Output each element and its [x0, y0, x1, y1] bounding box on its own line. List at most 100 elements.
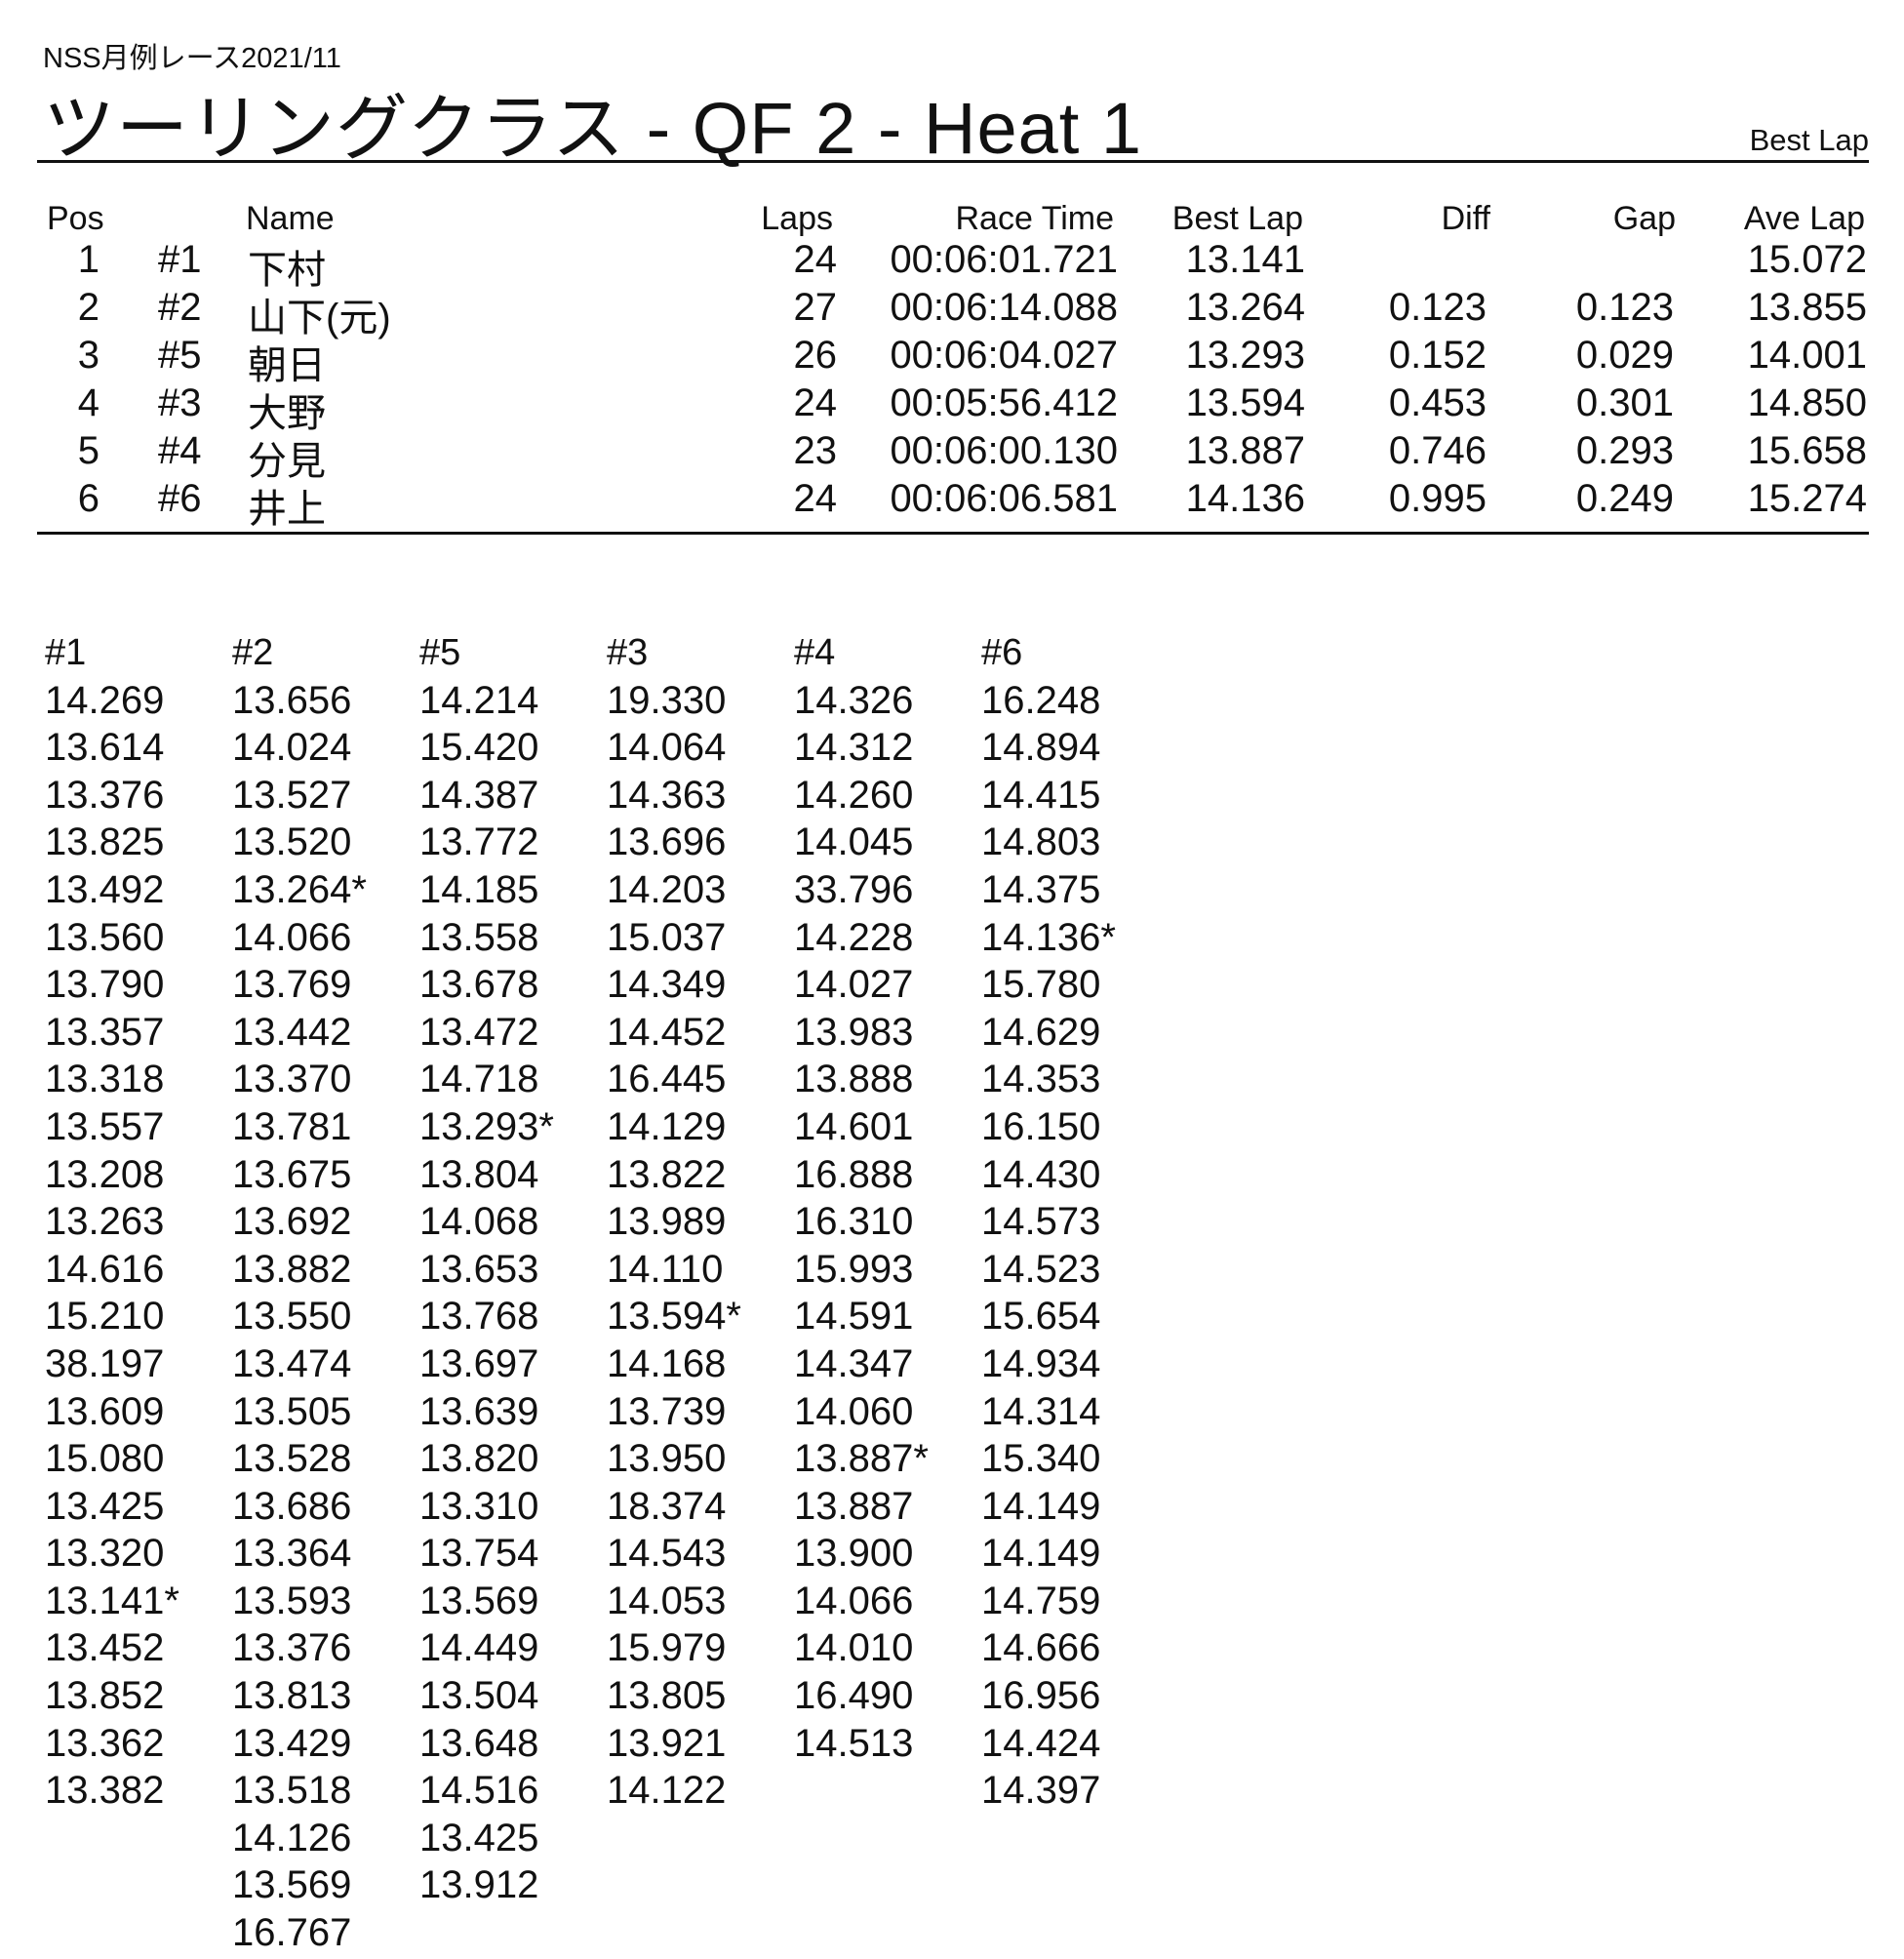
- result-diff: 0.746: [1388, 429, 1487, 472]
- lap-time: 13.768: [419, 1295, 539, 1339]
- lap-time: 14.024: [232, 726, 352, 770]
- result-laps: 24: [793, 381, 838, 424]
- lap-time: 14.269: [45, 678, 165, 722]
- result-num: #5: [158, 334, 202, 377]
- result-pos: 1: [77, 238, 99, 281]
- lap-column: #6 16.248 14.894 14.415 14.803 14.375 14.136* 1…: [981, 629, 1167, 1815]
- lap-time: 13.686: [232, 1484, 352, 1528]
- lap-time: 13.697: [419, 1341, 539, 1385]
- col-header-race-time: Race Time: [955, 200, 1115, 237]
- lap-time: 13.989: [607, 1200, 727, 1244]
- result-diff: 0.453: [1388, 381, 1487, 424]
- lap-time: 16.248: [981, 678, 1101, 722]
- lap-time: 13.528: [232, 1437, 352, 1481]
- lap-column-header: #1: [45, 632, 87, 673]
- result-name: 山下(元): [248, 297, 391, 340]
- lap-time: 13.362: [45, 1721, 165, 1765]
- lap-time: 14.010: [794, 1626, 914, 1670]
- lap-time: 13.805: [607, 1674, 727, 1718]
- lap-time: 13.504: [419, 1674, 539, 1718]
- lap-time: 13.376: [45, 773, 165, 817]
- lap-time: 13.593: [232, 1579, 352, 1622]
- lap-time: 13.887*: [794, 1437, 929, 1481]
- lap-column-header: #4: [794, 632, 836, 673]
- lap-time: 13.820: [419, 1437, 539, 1481]
- lap-time: 15.979: [607, 1626, 727, 1670]
- lap-time: 13.569: [232, 1863, 352, 1907]
- result-ave-lap: 15.274: [1747, 477, 1867, 520]
- result-num: #2: [158, 286, 202, 329]
- result-best-lap: 13.264: [1185, 286, 1305, 329]
- lap-time: 14.387: [419, 773, 539, 817]
- lap-time: 14.543: [607, 1532, 727, 1576]
- lap-time: 13.557: [45, 1104, 165, 1148]
- col-header-pos: Pos: [47, 200, 104, 237]
- lap-time: 13.648: [419, 1721, 539, 1765]
- lap-time: 14.228: [794, 915, 914, 959]
- lap-time: 13.425: [419, 1816, 539, 1859]
- lap-time: 14.066: [232, 915, 352, 959]
- lap-time: 13.887: [794, 1484, 914, 1528]
- lap-time: 14.149: [981, 1484, 1101, 1528]
- lap-time: 38.197: [45, 1341, 165, 1385]
- lap-time: 14.616: [45, 1247, 165, 1291]
- lap-time: 14.449: [419, 1626, 539, 1670]
- result-race-time: 00:06:04.027: [890, 334, 1118, 377]
- lap-time: 13.912: [419, 1863, 539, 1907]
- lap-time: 13.520: [232, 820, 352, 864]
- result-best-lap: 13.594: [1185, 381, 1305, 424]
- lap-time: 14.129: [607, 1104, 727, 1148]
- lap-time: 33.796: [794, 867, 914, 911]
- result-pos: 2: [77, 286, 99, 329]
- result-name: 朝日: [248, 344, 326, 387]
- lap-time: 14.312: [794, 726, 914, 770]
- result-name: 井上: [248, 488, 326, 531]
- result-gap: 0.249: [1575, 477, 1674, 520]
- result-best-lap: 14.136: [1185, 477, 1305, 520]
- result-diff: 0.123: [1388, 286, 1487, 329]
- lap-time: 13.822: [607, 1152, 727, 1196]
- lap-time: 14.066: [794, 1579, 914, 1622]
- lap-time: 16.150: [981, 1104, 1101, 1148]
- lap-time: 13.772: [419, 820, 539, 864]
- lap-time: 13.804: [419, 1152, 539, 1196]
- lap-time: 14.591: [794, 1295, 914, 1339]
- lap-time: 14.430: [981, 1152, 1101, 1196]
- col-header-name: Name: [246, 200, 335, 237]
- lap-time: 13.653: [419, 1247, 539, 1291]
- lap-time: 14.053: [607, 1579, 727, 1622]
- lap-time: 14.122: [607, 1769, 727, 1813]
- lap-time: 14.068: [419, 1200, 539, 1244]
- lap-time: 13.656: [232, 678, 352, 722]
- lap-time: 14.110: [607, 1247, 724, 1291]
- lap-time: 13.263: [45, 1200, 165, 1244]
- lap-time: 13.983: [794, 1010, 914, 1054]
- lap-time: 16.445: [607, 1058, 727, 1101]
- lap-time: 13.813: [232, 1674, 352, 1718]
- lap-time: 13.208: [45, 1152, 165, 1196]
- lap-time: 13.310: [419, 1484, 539, 1528]
- result-name: 大野: [248, 392, 326, 435]
- lap-time: 14.424: [981, 1721, 1101, 1765]
- lap-time: 14.666: [981, 1626, 1101, 1670]
- result-race-time: 00:06:06.581: [890, 477, 1118, 520]
- result-pos: 3: [77, 334, 99, 377]
- result-ave-lap: 15.658: [1747, 429, 1867, 472]
- lap-column: #2 13.656 14.024 13.527 13.520 13.264* 14.066 1…: [232, 629, 417, 1957]
- lap-time: 13.293*: [419, 1104, 554, 1148]
- lap-time: 14.136*: [981, 915, 1116, 959]
- result-gap: 0.301: [1575, 381, 1674, 424]
- lap-time: 13.921: [607, 1721, 727, 1765]
- lap-time: 14.934: [981, 1341, 1101, 1385]
- lap-time: 13.614: [45, 726, 165, 770]
- lap-time: 14.415: [981, 773, 1101, 817]
- lap-time: 13.639: [419, 1389, 539, 1433]
- lap-time: 16.888: [794, 1152, 914, 1196]
- lap-column: #1 14.269 13.614 13.376 13.825 13.492 13.560 13…: [45, 629, 230, 1815]
- lap-time: 16.310: [794, 1200, 914, 1244]
- result-best-lap: 13.293: [1185, 334, 1305, 377]
- lap-time: 14.397: [981, 1769, 1101, 1813]
- lap-time: 15.037: [607, 915, 727, 959]
- lap-time: 13.505: [232, 1389, 352, 1433]
- lap-column-header: #3: [607, 632, 649, 673]
